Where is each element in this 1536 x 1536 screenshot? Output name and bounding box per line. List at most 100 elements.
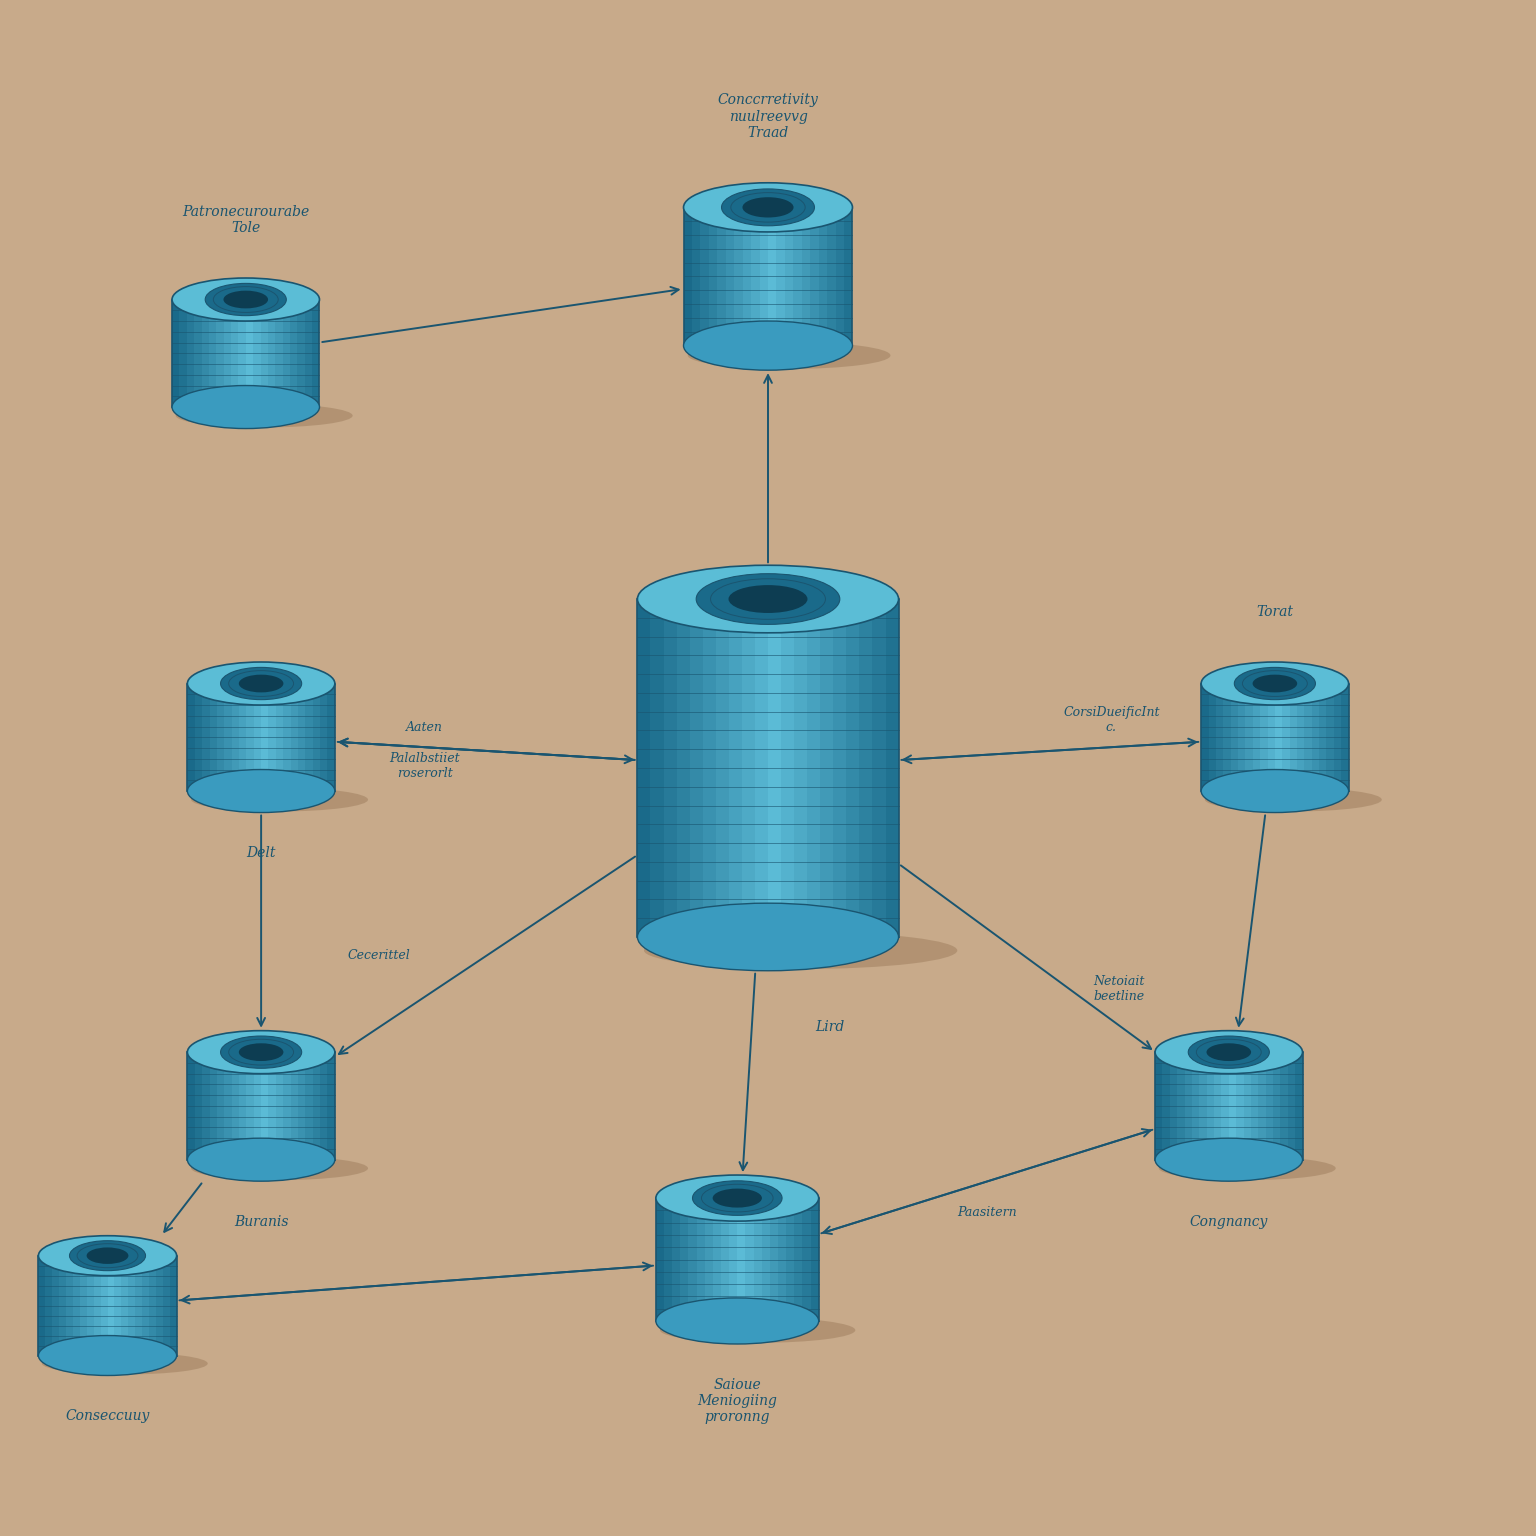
Bar [230,300,238,407]
Bar [1184,1052,1192,1160]
Ellipse shape [86,1247,129,1264]
Bar [697,1198,705,1321]
Bar [195,1052,203,1160]
Bar [283,1052,290,1160]
Bar [680,1198,688,1321]
Bar [269,1052,276,1160]
Bar [811,1198,819,1321]
Bar [1273,1052,1281,1160]
Bar [253,1052,261,1160]
Ellipse shape [1155,1138,1303,1181]
Ellipse shape [637,565,899,633]
Bar [1304,684,1312,791]
Bar [637,599,651,937]
Bar [1223,684,1230,791]
Bar [1266,1052,1273,1160]
Bar [217,300,224,407]
Bar [275,300,283,407]
Bar [276,684,283,791]
Bar [1296,684,1304,791]
Bar [101,1256,108,1356]
Bar [201,300,209,407]
Ellipse shape [38,1235,177,1275]
Bar [802,1198,811,1321]
Bar [725,207,734,346]
Bar [754,599,768,937]
Bar [1333,684,1341,791]
Bar [820,599,833,937]
Bar [276,1052,283,1160]
Bar [217,684,224,791]
Ellipse shape [637,903,899,971]
Ellipse shape [1158,1157,1336,1180]
Bar [793,207,802,346]
Bar [313,684,319,791]
Bar [74,1256,80,1356]
Bar [710,207,717,346]
Ellipse shape [713,1189,762,1207]
Bar [802,207,811,346]
Bar [713,1198,720,1321]
Bar [1238,684,1246,791]
Bar [1319,684,1327,791]
Bar [313,1052,319,1160]
Bar [717,207,725,346]
Ellipse shape [187,662,335,705]
Bar [298,300,304,407]
Bar [720,1198,730,1321]
Text: Conccrretivity
nuulreevvg
Traad: Conccrretivity nuulreevvg Traad [717,94,819,140]
Bar [1230,684,1238,791]
Bar [742,599,754,937]
Bar [327,684,335,791]
Bar [327,1052,335,1160]
Bar [664,1198,673,1321]
Bar [290,684,298,791]
Bar [319,1052,327,1160]
Bar [734,207,742,346]
Text: Netoiait
beetline: Netoiait beetline [1094,974,1144,1003]
Bar [1312,684,1319,791]
Ellipse shape [172,278,319,321]
Bar [195,684,203,791]
Bar [319,684,327,791]
Ellipse shape [688,343,891,369]
Bar [737,1198,745,1321]
Bar [261,684,269,791]
Bar [716,599,728,937]
Bar [780,599,794,937]
Bar [88,1256,94,1356]
Ellipse shape [644,932,957,969]
Bar [1192,1052,1200,1160]
Bar [768,207,777,346]
Text: Lird: Lird [814,1020,845,1034]
Bar [1250,1052,1258,1160]
Bar [1253,684,1260,791]
Bar [163,1256,169,1356]
Bar [127,1256,135,1356]
Bar [688,1198,697,1321]
Bar [312,300,319,407]
Bar [742,207,751,346]
Bar [860,599,872,937]
Bar [819,207,826,346]
Bar [60,1256,66,1356]
Ellipse shape [175,404,353,427]
Bar [169,1256,177,1356]
Text: Cecerittel: Cecerittel [347,949,410,963]
Ellipse shape [656,1298,819,1344]
Bar [246,1052,253,1160]
Bar [261,1052,269,1160]
Bar [232,1052,240,1160]
Ellipse shape [221,667,301,700]
Ellipse shape [1235,667,1315,700]
Bar [240,1052,246,1160]
Bar [826,207,836,346]
Bar [751,207,759,346]
Ellipse shape [1206,1043,1252,1061]
Ellipse shape [1252,674,1298,693]
Bar [1281,1052,1287,1160]
Bar [172,300,180,407]
Ellipse shape [684,183,852,232]
Bar [794,599,808,937]
Ellipse shape [722,189,814,226]
